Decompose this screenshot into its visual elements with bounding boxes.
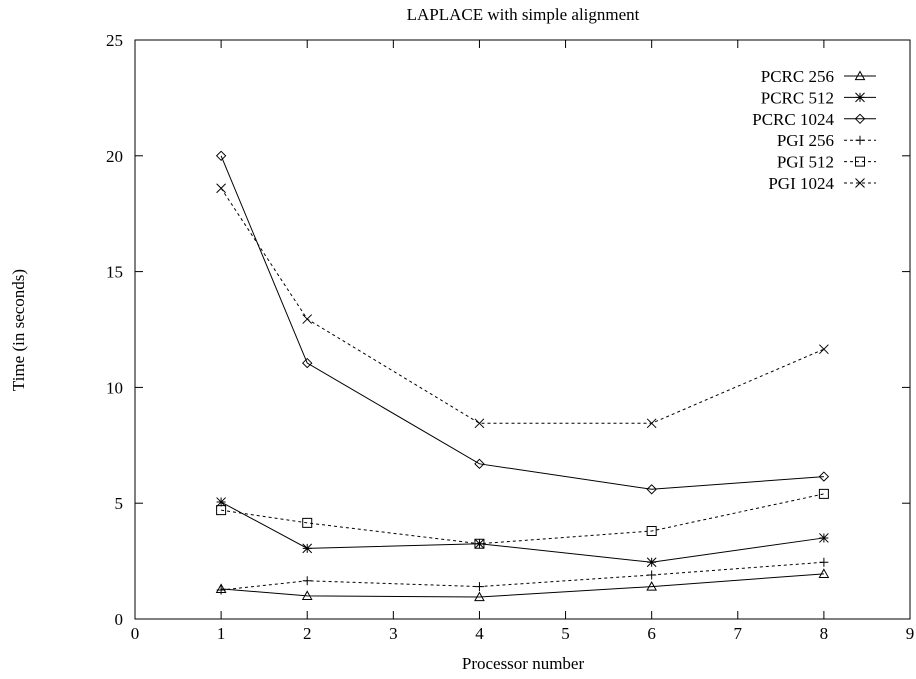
data-point-pgi-512 [818,488,829,499]
series-pgi-256 [216,557,829,595]
legend-marker-pcrc-512 [855,92,865,103]
y-tick-label: 10 [106,378,123,397]
legend-marker-pcrc-256 [854,70,866,81]
x-tick-label: 3 [389,624,398,643]
data-point-pcrc-512 [302,543,313,554]
data-point-pcrc-1024 [646,484,657,495]
data-point-pgi-256 [216,585,226,595]
legend-label-pcrc-256: PCRC 256 [761,67,834,86]
legend-marker-pgi-256 [855,135,865,145]
chart-title: LAPLACE with simple alignment [407,5,640,24]
data-point-pgi-1024 [216,183,226,194]
data-point-pcrc-512 [646,557,657,568]
data-point-pgi-256 [819,557,829,567]
axis-ticks: 0 1 2 3 4 5 6 7 8 9 0 5 10 15 20 25 [106,31,914,643]
plot-frame [134,39,911,620]
data-point-pgi-256 [474,582,484,592]
series-line-pcrc-1024 [220,155,824,490]
series-pcrc-512 [216,497,829,568]
data-point-pgi-1024 [819,344,829,355]
series-pcrc-1024 [215,150,830,495]
x-tick-label: 5 [561,624,570,643]
x-tick-label: 7 [734,624,743,643]
data-point-pcrc-1024 [818,471,830,482]
series-line-pgi-512 [221,493,824,545]
series-line-pgi-256 [221,561,824,591]
data-point-pcrc-1024 [215,150,227,162]
y-axis-label: Time (in seconds) [9,269,28,391]
data-point-pgi-1024 [302,314,313,324]
legend-marker-pgi-512 [855,156,865,167]
data-point-pcrc-1024 [474,458,485,470]
data-point-pgi-512 [302,517,313,528]
data-point-pgi-256 [647,570,657,580]
x-tick-label: 2 [303,624,312,643]
y-tick-label: 5 [115,494,124,513]
data-point-pcrc-256 [301,590,313,600]
x-tick-label: 8 [820,624,829,643]
legend-label-pcrc-1024: PCRC 1024 [752,110,834,129]
legend-label-pgi-256: PGI 256 [777,131,834,150]
y-tick-label: 0 [115,610,124,629]
series-pcrc-256 [215,568,830,602]
data-point-pcrc-256 [818,568,830,578]
legend-label-pcrc-512: PCRC 512 [761,88,834,107]
data-point-pgi-256 [302,576,312,586]
data-point-pcrc-256 [474,591,485,602]
data-point-pcrc-1024 [302,357,313,369]
series-line-pcrc-256 [221,573,824,598]
data-point-pgi-1024 [474,418,485,429]
legend-label-pgi-1024: PGI 1024 [768,174,834,193]
data-point-pgi-1024 [646,418,657,429]
legend-label-pgi-512: PGI 512 [777,153,834,172]
x-axis-label: Processor number [462,654,585,673]
series-pgi-512 [216,488,829,549]
x-tick-label: 9 [906,624,915,643]
series-line-pcrc-512 [220,501,824,563]
x-tick-label: 4 [475,624,484,643]
y-tick-label: 15 [106,263,123,282]
legend-marker-pgi-1024 [855,178,865,188]
x-tick-label: 6 [647,624,656,643]
series-layer [215,150,830,602]
legend-marker-pcrc-1024 [854,113,866,125]
data-point-pgi-512 [216,505,227,516]
data-point-pcrc-256 [646,581,658,591]
data-point-pcrc-512 [819,533,829,543]
x-tick-label: 1 [217,624,226,643]
data-point-pcrc-512 [216,497,226,507]
series-pgi-1024 [216,183,829,429]
y-tick-label: 20 [106,147,123,166]
data-point-pgi-512 [474,538,485,549]
x-tick-label: 0 [131,624,140,643]
series-line-pgi-1024 [220,187,825,424]
y-tick-label: 25 [106,31,123,50]
data-point-pgi-512 [646,525,657,536]
legend: PCRC 256 PCRC 512 PCRC 1024 PGI 256 PGI 512 P… [752,67,876,193]
